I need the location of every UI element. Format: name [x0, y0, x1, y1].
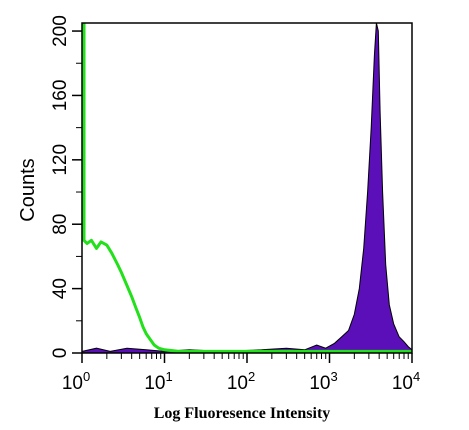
series-layer [81, 22, 413, 354]
series-line-histogram [82, 23, 412, 353]
series-filled-histogram [81, 22, 413, 354]
x-axis-title: Log Fluoresence Intensity [154, 405, 331, 422]
y-axis-title: Counts [17, 158, 39, 221]
x-tick-label: 100 [62, 369, 90, 394]
x-tick-label: 102 [227, 369, 255, 394]
y-tick-label: 40 [50, 278, 71, 299]
y-tick-label: 120 [50, 144, 71, 176]
y-tick-label: 200 [50, 15, 71, 47]
y-tick-label: 0 [50, 348, 71, 359]
y-tick-label: 80 [50, 214, 71, 235]
ticks-layer: 100 101 102 103 104 0 40 80 120 160 200 [50, 15, 420, 394]
x-tick-label: 103 [309, 369, 337, 394]
x-tick-label: 104 [392, 369, 420, 394]
y-tick-label: 160 [50, 80, 71, 112]
x-tick-label: 101 [144, 369, 172, 394]
